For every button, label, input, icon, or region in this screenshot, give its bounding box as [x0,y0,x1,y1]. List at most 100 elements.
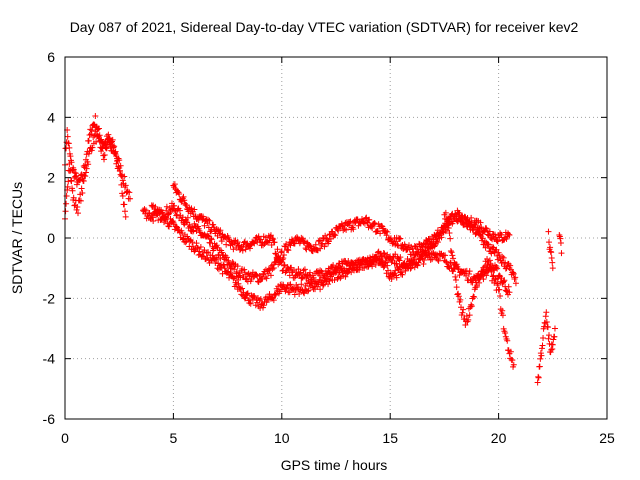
data-point [466,268,473,275]
data-point [223,254,230,261]
data-point [80,163,87,170]
data-point [459,309,466,316]
data-point [455,290,462,297]
data-point [247,245,254,252]
data-point [199,252,206,259]
data-point [434,239,441,246]
data-point [205,216,212,223]
data-point [96,138,103,145]
data-point [548,254,555,261]
data-point [442,258,449,265]
data-point [457,296,464,303]
data-point [324,236,331,243]
data-point [317,286,324,293]
data-point [110,144,117,151]
data-point [303,246,310,253]
data-point [382,259,389,266]
data-point [536,363,543,370]
data-point [543,309,550,316]
data-point [549,345,556,352]
data-point [397,254,404,261]
data-point [73,206,80,213]
data-point [372,220,379,227]
data-point [267,272,274,279]
data-point [332,232,339,239]
data-point [406,246,413,253]
data-point [342,273,349,280]
data-point [476,228,483,235]
data-point [445,220,452,227]
data-point [484,240,491,247]
y-axis-label: SDTVAR / TECUs [9,182,25,294]
data-point [486,264,493,271]
data-point [304,288,311,295]
data-point [506,231,513,238]
data-point [106,135,113,142]
x-tick-label: 25 [599,430,615,446]
data-point [171,202,178,209]
data-point [280,251,287,258]
data-point [414,262,421,269]
data-point [478,224,485,231]
data-point [194,245,201,252]
data-point [546,239,553,246]
data-point [341,225,348,232]
data-point [468,214,475,221]
data-point [546,332,553,339]
data-point [462,321,469,328]
data-point [270,264,277,271]
data-point [100,152,107,159]
data-point [377,230,384,237]
data-point [208,236,215,243]
data-point [122,213,129,220]
data-point [463,223,470,230]
data-point [72,173,79,180]
data-point [413,259,420,266]
data-point [284,246,291,253]
data-point [393,274,400,281]
data-point [301,266,308,273]
data-point [278,258,285,265]
data-point [483,272,490,279]
data-point [540,334,547,341]
data-point [494,282,501,289]
data-point [392,251,399,258]
data-point [442,252,449,259]
data-point [183,218,190,225]
data-point [403,262,410,269]
data-point [365,262,372,269]
data-point [503,287,510,294]
data-point [491,231,498,238]
data-point [477,219,484,226]
data-point [106,139,113,146]
data-point [111,150,118,157]
data-point [545,335,552,342]
data-point [98,148,105,155]
data-point [499,307,506,314]
data-point [236,246,243,253]
data-point [380,264,387,271]
data-point [218,238,225,245]
data-point [551,325,558,332]
data-point [101,156,108,163]
data-point [207,235,214,242]
data-point [255,233,262,240]
x-tick-label: 0 [61,430,69,446]
data-point [244,290,251,297]
data-point [82,173,89,180]
data-point [163,203,170,210]
data-point [223,241,230,248]
data-point [269,235,276,242]
data-point [502,259,509,266]
data-point [278,249,285,256]
data-point [460,306,467,313]
data-point [493,237,500,244]
data-point [181,197,188,204]
data-point [78,185,85,192]
y-tick-label: -2 [43,290,56,306]
data-point [395,235,402,242]
data-point [257,236,264,243]
data-point [493,246,500,253]
data-point [64,183,71,190]
data-point [351,220,358,227]
